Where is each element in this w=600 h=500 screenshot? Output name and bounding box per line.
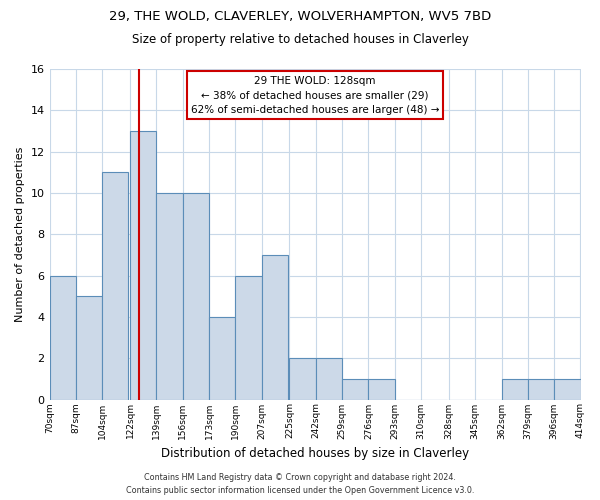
Bar xyxy=(130,131,157,400)
Bar xyxy=(368,379,395,400)
Bar xyxy=(102,172,128,400)
Bar xyxy=(209,317,235,400)
X-axis label: Distribution of detached houses by size in Claverley: Distribution of detached houses by size … xyxy=(161,447,469,460)
Bar xyxy=(182,193,209,400)
Bar xyxy=(554,379,581,400)
Bar xyxy=(528,379,554,400)
Bar xyxy=(235,276,262,400)
Text: Size of property relative to detached houses in Claverley: Size of property relative to detached ho… xyxy=(131,32,469,46)
Bar xyxy=(342,379,368,400)
Bar xyxy=(502,379,528,400)
Text: 29, THE WOLD, CLAVERLEY, WOLVERHAMPTON, WV5 7BD: 29, THE WOLD, CLAVERLEY, WOLVERHAMPTON, … xyxy=(109,10,491,23)
Bar xyxy=(316,358,342,400)
Y-axis label: Number of detached properties: Number of detached properties xyxy=(15,146,25,322)
Bar xyxy=(262,255,288,400)
Text: Contains HM Land Registry data © Crown copyright and database right 2024.
Contai: Contains HM Land Registry data © Crown c… xyxy=(126,474,474,495)
Bar xyxy=(157,193,182,400)
Bar xyxy=(76,296,102,400)
Bar xyxy=(50,276,76,400)
Bar xyxy=(289,358,316,400)
Text: 29 THE WOLD: 128sqm
← 38% of detached houses are smaller (29)
62% of semi-detach: 29 THE WOLD: 128sqm ← 38% of detached ho… xyxy=(191,76,439,115)
